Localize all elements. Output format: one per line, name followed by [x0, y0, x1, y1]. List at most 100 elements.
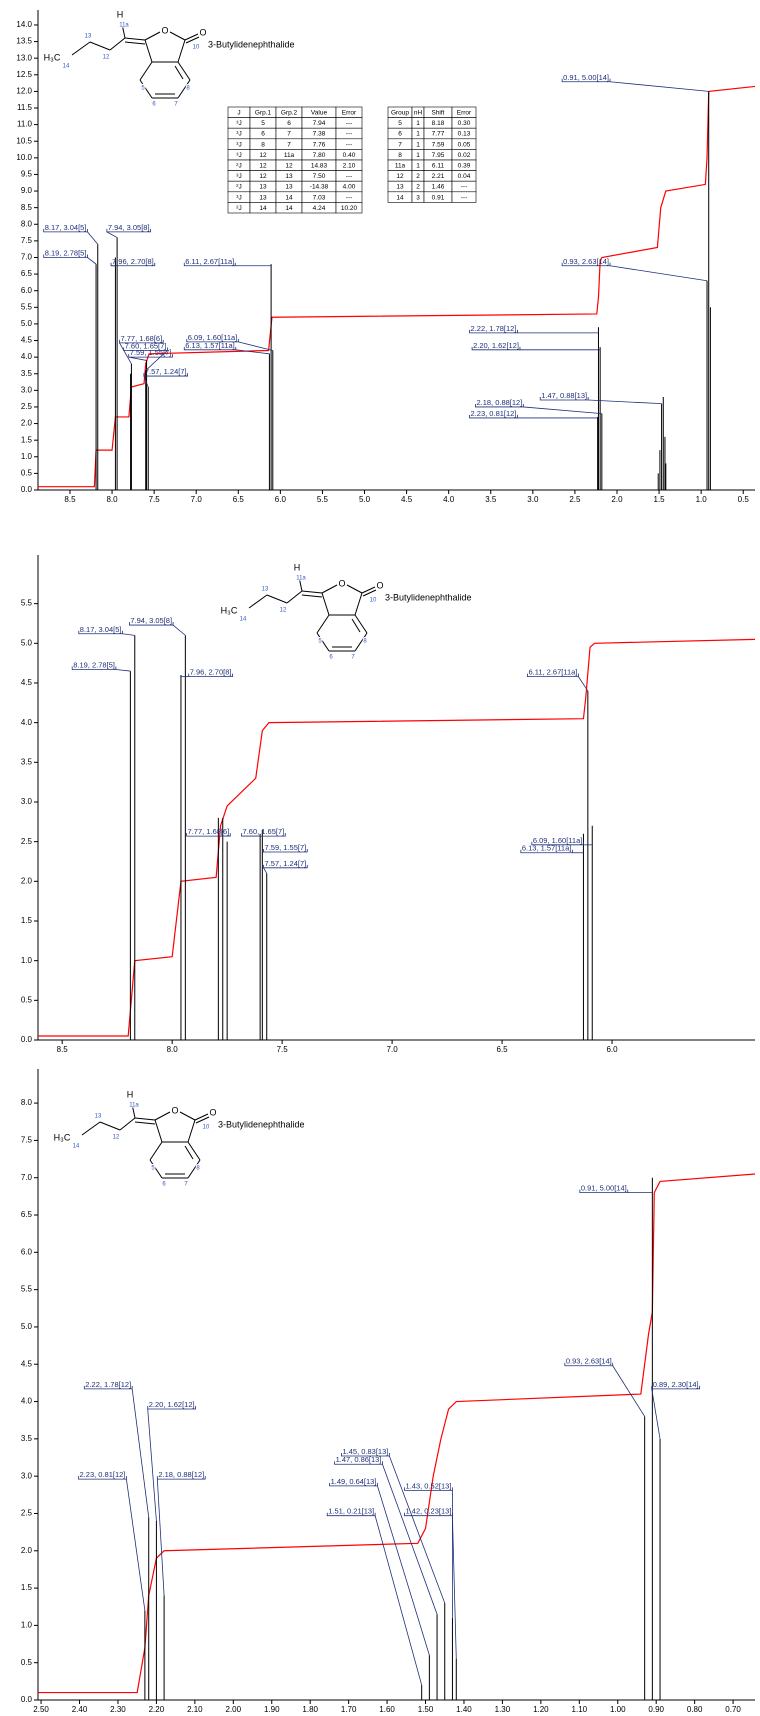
y-tick-label: 12.5: [16, 70, 32, 79]
y-tick-label: 3.5: [21, 1434, 33, 1443]
bond: [149, 1159, 163, 1179]
x-tick-label: 1.40: [456, 1705, 472, 1714]
y-tick-label: 2.5: [21, 402, 33, 411]
label-leader: [131, 1388, 150, 1518]
table-text: 1: [416, 163, 420, 170]
bond: [71, 41, 91, 56]
y-tick-label: 1.5: [21, 435, 33, 444]
y-tick-label: 1.0: [21, 956, 33, 965]
table-text: 7.50: [313, 173, 326, 180]
table-text: 8.18: [432, 120, 445, 127]
label-bracket: [404, 1487, 453, 1491]
bond: [89, 41, 111, 51]
bond: [124, 41, 146, 45]
peak-label: 0.89, 2.30[14]: [653, 1380, 699, 1389]
table-text: 6: [287, 120, 291, 127]
table-text: 13: [259, 184, 267, 191]
bond: [194, 1113, 209, 1121]
label-bracket: [469, 414, 518, 419]
bond: [184, 1145, 194, 1160]
bond: [109, 37, 126, 51]
table-text: 0.39: [458, 163, 471, 170]
x-tick-label: 0.90: [648, 1705, 664, 1714]
y-tick-label: 4.5: [21, 336, 33, 345]
label-bracket: [329, 1482, 378, 1487]
integral-curve: [38, 1173, 756, 1694]
label-bracket: [71, 666, 117, 670]
integral-curve: [38, 85, 756, 488]
table-cell: [451, 191, 477, 203]
x-tick-label: 6.0: [275, 495, 287, 504]
table-text: 6: [261, 131, 265, 138]
atom-label: 10: [203, 1125, 210, 1131]
y-tick-label: 8.0: [21, 1098, 33, 1107]
label-leader: [382, 1464, 438, 1615]
table-text: 6.11: [432, 163, 445, 170]
y-tick-label: 0.0: [21, 485, 33, 494]
peak-label: 1.42, 0.23[13]: [406, 1507, 452, 1516]
table-text: 2.10: [343, 163, 356, 170]
y-tick-label: 7.5: [21, 1136, 33, 1145]
bond: [286, 590, 303, 604]
y-tick-label: 2.5: [21, 837, 33, 846]
label-leader: [388, 1455, 446, 1604]
label-leader: [156, 1479, 165, 1596]
y-tick-label: 2.5: [21, 1509, 33, 1518]
peak-label: 2.18, 0.88[12]: [158, 1470, 204, 1479]
x-tick-label: 2.00: [226, 1705, 242, 1714]
x-tick-label: 6.5: [233, 495, 245, 504]
y-tick-label: 5.5: [21, 302, 33, 311]
y-tick-label: 0.5: [21, 1658, 33, 1667]
atom-label: O: [199, 27, 206, 37]
table-text: 12: [259, 173, 267, 180]
peak-label: 6.09, 1.60[11a]: [533, 836, 583, 845]
table-text: -14.38: [310, 184, 329, 191]
table-text: ³J: [236, 152, 241, 159]
bond: [298, 576, 303, 592]
y-tick-label: 5.0: [21, 1322, 33, 1331]
table-text: 6: [398, 131, 402, 138]
peak-label: 6.11, 2.67[11a]: [185, 257, 234, 266]
x-tick-label: 1.30: [495, 1705, 511, 1714]
x-tick-label: 1.00: [610, 1705, 626, 1714]
label-leader: [122, 633, 135, 636]
x-tick-label: 2.20: [149, 1705, 165, 1714]
table-text: 13: [285, 173, 293, 180]
table-text: ²J: [236, 163, 241, 170]
x-tick-label: 2.50: [33, 1705, 49, 1714]
atom-label: O: [338, 578, 345, 588]
table-text: 0.30: [458, 120, 471, 127]
peak-label: 2.20, 1.62[12]: [473, 341, 519, 350]
atom-label: 8: [186, 86, 190, 92]
x-tick-label: 2.0: [611, 495, 623, 504]
peak-label: 7.94, 3.05[8]: [108, 223, 150, 232]
bond: [321, 584, 338, 594]
table-text: ³J: [236, 173, 241, 180]
label-leader: [119, 342, 132, 364]
label-leader: [651, 1388, 661, 1439]
bond: [187, 1141, 201, 1161]
table-text: 0.13: [458, 131, 471, 138]
peak-label: 0.93, 2.63[14]: [563, 257, 609, 266]
peak-label: 7.77, 1.68[6]: [120, 334, 162, 343]
peak-label: 7.60, 1.65[7]: [125, 341, 167, 350]
label-bracket: [469, 329, 518, 334]
peak-label: 6.11, 2.67[11a]: [528, 668, 577, 677]
atom-label: 12: [280, 608, 287, 614]
table-text: ---: [346, 194, 353, 201]
bond: [301, 594, 323, 598]
label-leader: [609, 81, 709, 92]
y-tick-label: 6.5: [21, 269, 33, 278]
table-text: 1: [416, 120, 420, 127]
peak-label: 2.22, 1.78[12]: [85, 1380, 131, 1389]
x-tick-label: 2.30: [110, 1705, 126, 1714]
table-text: ---: [346, 173, 353, 180]
x-tick-label: 3.0: [527, 495, 539, 504]
peak-label: 0.91, 5.00[14]: [581, 1184, 627, 1193]
label-leader: [87, 231, 99, 245]
label-bracket: [539, 396, 589, 401]
y-tick-label: 6.0: [21, 1247, 33, 1256]
peak-label: 7.59, 1.55[7]: [265, 843, 307, 852]
